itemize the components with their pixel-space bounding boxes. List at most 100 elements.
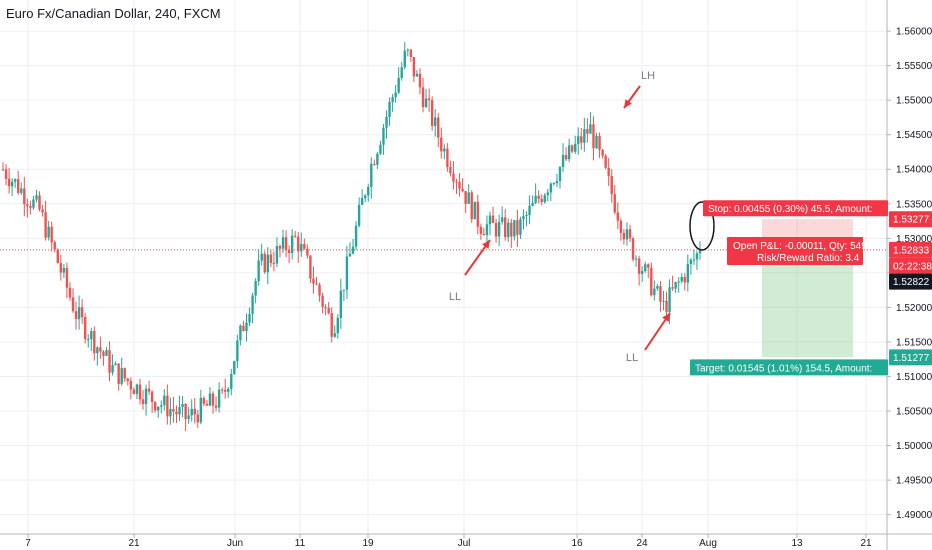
candle-up [367,186,370,196]
candle-down [132,389,136,395]
candle-up [513,220,516,237]
candle-up [662,300,665,302]
candle-up [376,153,379,165]
candle-up [388,102,391,117]
candle-up [507,222,510,238]
candle-down [330,313,333,337]
target-price-tag[interactable] [889,349,932,366]
time-axis[interactable]: 7 21 Jun 11 19 Jul 16 24 Aug 13 21 [0,533,932,549]
position-labels[interactable]: Stop: 0.00455 (0.30%) 45.5, Amount: Open … [690,200,932,376]
candle-up [217,389,221,408]
candle-down [309,255,312,279]
candle-down [452,173,455,182]
candle-down [619,220,623,233]
candle-down [4,169,8,179]
candle-up [266,254,269,273]
arrow-head [624,99,632,108]
candle-up [656,286,659,289]
candle-up [144,388,148,405]
candle-down [659,286,662,302]
candle-down [211,393,215,406]
candle-down [631,238,635,260]
candle-up [96,347,99,354]
candle-up [625,229,629,240]
candle-down [41,209,44,213]
candle-up [257,260,260,282]
candle-down [321,295,324,307]
candle-down [601,149,604,156]
candle-down [610,175,613,195]
candle-down [491,215,495,223]
candle-up [187,415,190,419]
candle-up [379,144,382,154]
candle-down [598,135,601,150]
candle-up [208,393,212,406]
candle-up [90,331,93,340]
candle-down [293,235,297,237]
candle-up [692,259,696,261]
candle-down [129,380,133,390]
candle-down [166,395,169,417]
target-label[interactable] [690,359,888,376]
candle-up [360,198,364,205]
arrow-lh [623,85,641,109]
annotation-label: LL [449,291,461,303]
candle-down [421,87,425,107]
candle-up [345,256,349,290]
candle-down [482,233,486,236]
candle-down [671,287,674,289]
arrow-head [482,240,490,249]
candle-up [333,333,336,337]
stop-label[interactable] [703,200,888,217]
time-tick-label: 24 [636,538,648,549]
stop-price-tag-text: 1.53277 [893,215,930,226]
candle-down [540,198,543,203]
candle-down [214,405,218,408]
candle-down [269,254,273,264]
candlesticks [1,42,702,432]
candle-up [653,288,656,296]
candle-down [93,331,96,354]
candle-down [297,236,300,252]
candle-up [385,116,388,128]
candle-up [348,253,352,257]
candle-up [62,268,66,273]
candle-up [251,295,254,315]
candle-up [47,226,50,238]
price-tick-label: 1.56000 [896,27,932,38]
candle-up [528,205,531,215]
candle-up [589,124,592,134]
candle-up [467,192,470,204]
last-price-tag[interactable] [889,241,932,258]
candle-down [1,169,5,171]
candle-up [391,97,394,103]
candle-down [580,136,583,143]
candle-down [59,263,63,273]
candle-down [537,195,540,199]
candle-down [455,181,458,183]
candle-down [153,401,157,411]
candle-up [32,199,35,208]
candle-down [616,212,620,221]
time-tick-label: 21 [860,538,872,549]
candle-up [342,289,346,291]
pnl-label[interactable] [727,237,863,265]
entry-price-tag[interactable] [889,273,932,290]
candle-up [181,403,184,408]
countdown-tag-text: 02:22:38 [893,261,932,272]
stop-price-tag[interactable] [889,211,932,228]
candle-up [500,217,504,222]
candle-down [324,306,327,309]
candle-down [102,351,105,356]
candle-down [637,258,641,274]
candle-up [77,307,81,319]
candle-down [184,403,187,419]
countdown-tag[interactable] [889,257,932,274]
candle-up [674,281,677,289]
price-tick-label: 1.55500 [896,61,932,72]
candle-up [260,253,263,261]
candle-down [570,145,574,152]
candle-up [135,384,139,395]
candle-up [397,77,400,93]
